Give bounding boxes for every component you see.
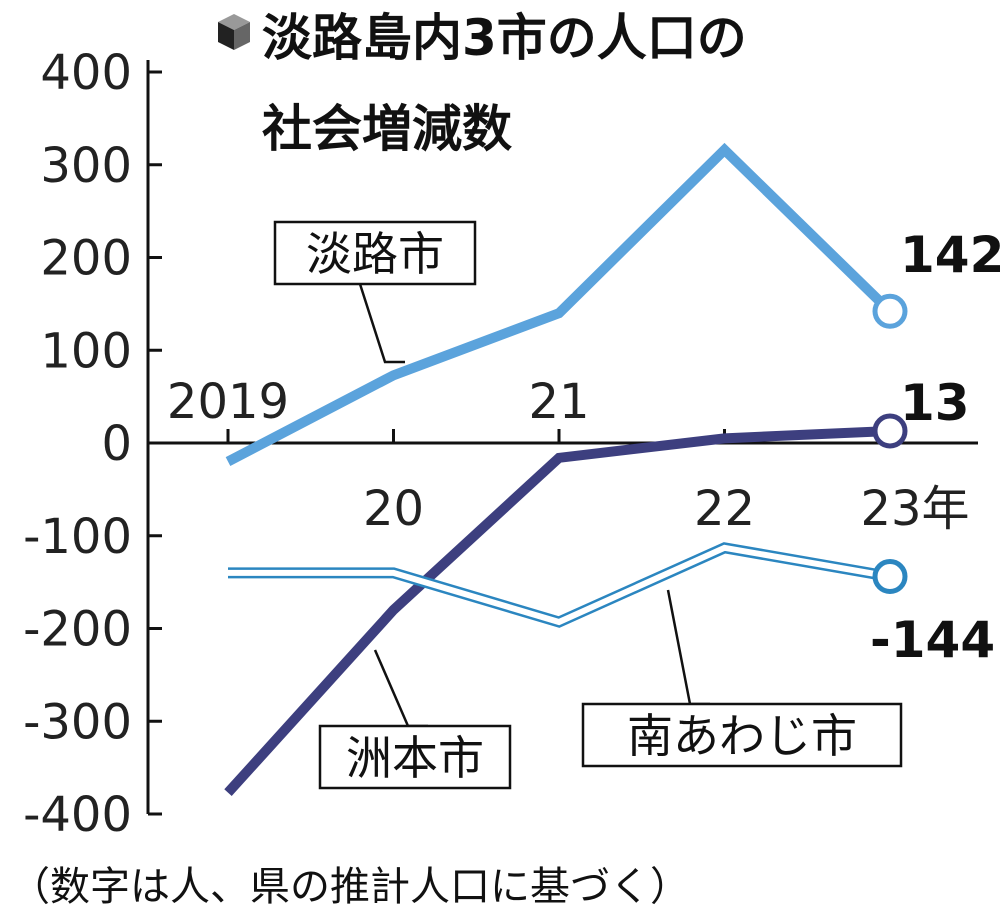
callout-box bbox=[273, 220, 477, 286]
callout-leader bbox=[373, 649, 428, 728]
series-label: 洲本市 bbox=[346, 731, 484, 785]
x-tick-label: 23年 bbox=[860, 481, 969, 537]
chart-title-line2: 社会増減数 bbox=[262, 100, 512, 158]
y-tick-label: 0 bbox=[101, 416, 132, 472]
y-tick-label: -200 bbox=[23, 602, 132, 658]
y-tick-label: 300 bbox=[40, 138, 132, 194]
callout-leader bbox=[358, 283, 405, 364]
series-label: 南あわじ市 bbox=[627, 709, 857, 763]
x-tick-label: 2019 bbox=[167, 374, 289, 430]
y-tick-label: 200 bbox=[40, 231, 132, 287]
y-tick-label: -300 bbox=[23, 694, 132, 750]
x-tick-label: 22 bbox=[694, 481, 755, 537]
chart-title-line1: 淡路島内3市の人口の bbox=[262, 9, 747, 67]
series-line-0 bbox=[225, 142, 894, 466]
callout-box bbox=[581, 702, 903, 768]
y-tick-label: 100 bbox=[40, 323, 132, 379]
callout-box bbox=[318, 724, 512, 790]
chart-note: （数字は人、県の推計人口に基づく） bbox=[10, 864, 690, 910]
y-tick-label: 400 bbox=[40, 45, 132, 101]
series-line-1 bbox=[224, 425, 891, 797]
series-endpoint bbox=[872, 293, 908, 329]
series-endpoint bbox=[872, 413, 908, 449]
x-tick-label: 20 bbox=[363, 481, 424, 537]
series-line-inner bbox=[228, 544, 891, 626]
series-label: 淡路市 bbox=[306, 227, 444, 281]
callout-leader bbox=[666, 589, 710, 706]
end-value-label: 13 bbox=[900, 374, 970, 432]
x-tick-label: 21 bbox=[528, 374, 589, 430]
series-endpoint bbox=[872, 559, 908, 595]
y-tick-label: -400 bbox=[23, 787, 132, 843]
title-icon bbox=[218, 14, 250, 50]
y-tick-label: -100 bbox=[23, 509, 132, 565]
end-value-label: 142 bbox=[900, 226, 1000, 284]
end-value-label: -144 bbox=[870, 611, 995, 669]
